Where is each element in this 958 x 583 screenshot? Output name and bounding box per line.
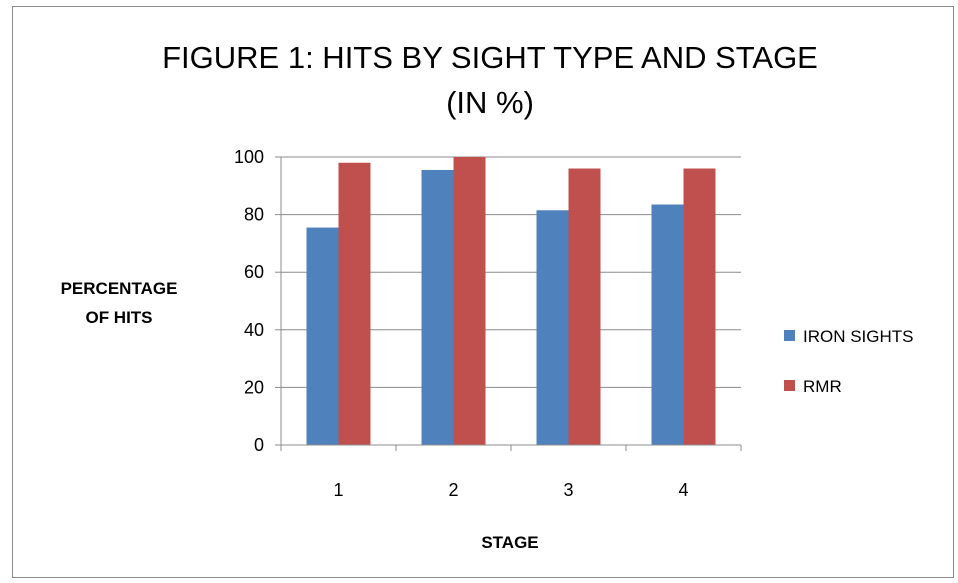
bar-iron-sights-stage-1	[306, 227, 339, 445]
chart-frame: FIGURE 1: HITS BY SIGHT TYPE AND STAGE (…	[12, 6, 954, 578]
x-tick-label-1: 1	[333, 480, 343, 500]
legend-label-iron-sights: IRON SIGHTS	[803, 327, 914, 346]
bar-rmr-stage-2	[453, 157, 486, 445]
bars	[306, 157, 716, 445]
legend: IRON SIGHTS RMR	[784, 327, 914, 396]
x-tick-label-2: 2	[448, 480, 458, 500]
legend-swatch-iron-sights	[784, 330, 795, 341]
y-tick-label-100: 100	[234, 147, 264, 167]
y-tick-label-20: 20	[244, 377, 264, 397]
legend-label-rmr: RMR	[803, 377, 842, 396]
y-axis-title-line-1: PERCENTAGE	[61, 279, 178, 298]
y-tick-label-80: 80	[244, 205, 264, 225]
y-tick-label-40: 40	[244, 320, 264, 340]
bar-iron-sights-stage-2	[421, 169, 454, 445]
y-tick-label-60: 60	[244, 262, 264, 282]
axes	[275, 156, 742, 451]
x-tick-label-3: 3	[563, 480, 573, 500]
bar-chart: FIGURE 1: HITS BY SIGHT TYPE AND STAGE (…	[61, 40, 914, 552]
bar-rmr-stage-4	[683, 168, 716, 445]
bar-iron-sights-stage-4	[651, 204, 684, 445]
bar-rmr-stage-3	[568, 168, 601, 445]
x-tick-labels: 1 2 3 4	[333, 480, 688, 500]
x-tick-label-4: 4	[678, 480, 688, 500]
bar-iron-sights-stage-3	[536, 210, 569, 445]
y-tick-label-0: 0	[254, 435, 264, 455]
chart-title: FIGURE 1: HITS BY SIGHT TYPE AND STAGE	[162, 40, 818, 75]
x-axis-title: STAGE	[481, 533, 538, 552]
legend-swatch-rmr	[784, 380, 795, 391]
chart-subtitle: (IN %)	[446, 85, 534, 120]
y-axis-title-line-2: OF HITS	[85, 308, 152, 327]
y-tick-labels: 0 20 40 60 80 100	[234, 147, 264, 455]
bar-rmr-stage-1	[338, 162, 371, 445]
